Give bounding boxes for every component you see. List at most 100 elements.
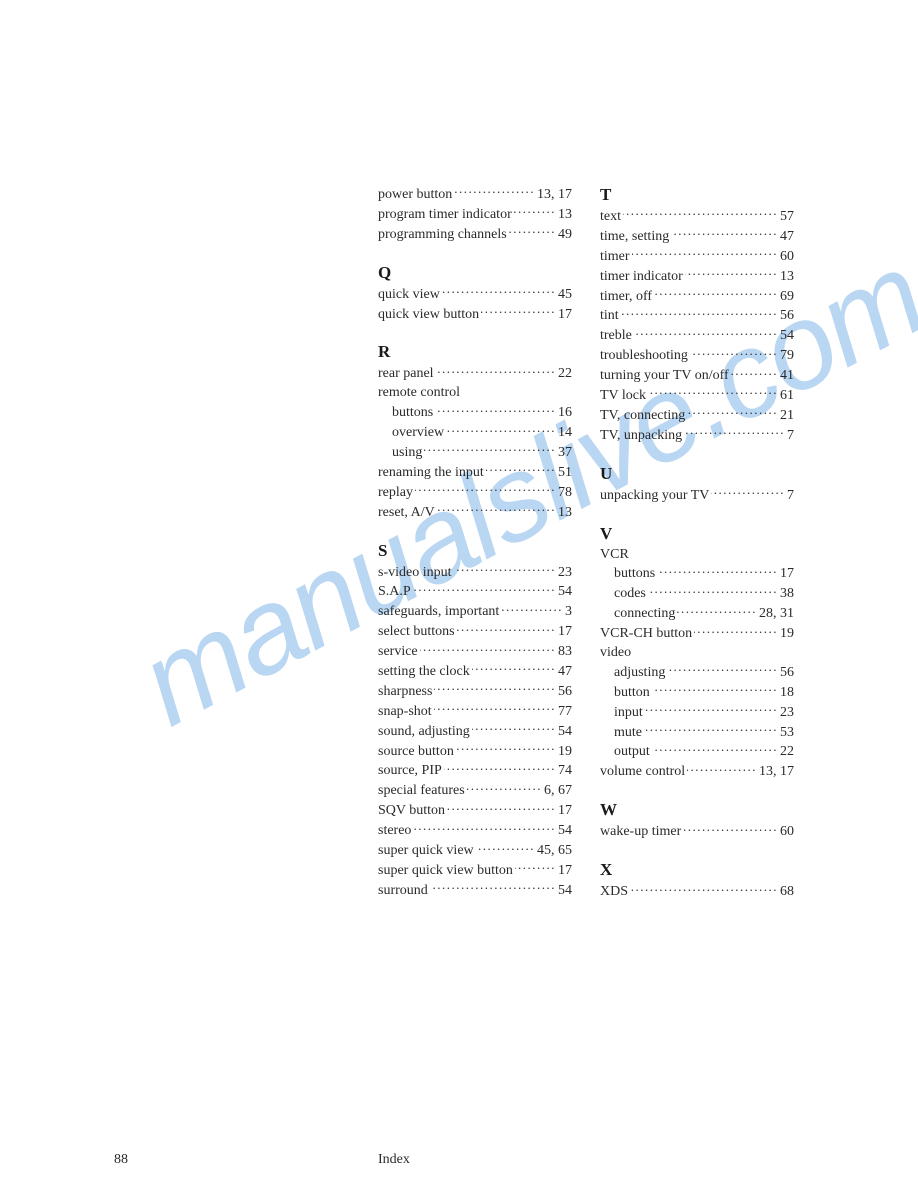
index-pages: 7 — [787, 487, 794, 506]
index-term: volume control — [600, 763, 685, 782]
leader-dots — [630, 882, 778, 895]
index-pages: 49 — [558, 226, 572, 245]
leader-dots — [476, 841, 535, 854]
section-heading: W — [600, 800, 794, 820]
index-entry: program timer indicator 13 — [378, 205, 572, 225]
index-term: text — [600, 208, 621, 227]
index-entry: text 57 — [600, 207, 794, 227]
index-pages: 23 — [558, 564, 572, 583]
index-entry: rear panel 22 — [378, 364, 572, 384]
index-entry: timer 60 — [600, 247, 794, 267]
index-pages: 78 — [558, 484, 572, 503]
index-entry: safeguards, important 3 — [378, 602, 572, 622]
index-entry: renaming the input 51 — [378, 463, 572, 483]
index-term: program timer indicator — [378, 206, 512, 225]
index-section: VVCRbuttons 17codes 38connecting 28, 31V… — [600, 524, 794, 783]
leader-dots — [424, 443, 556, 456]
index-term: timer, off — [600, 288, 652, 307]
index-entry: programming channels 49 — [378, 225, 572, 245]
leader-dots — [444, 761, 556, 774]
leader-dots — [472, 722, 556, 735]
leader-dots — [657, 564, 778, 577]
index-section: Uunpacking your TV 7 — [600, 464, 794, 506]
index-columns: power button 13, 17program timer indicat… — [378, 185, 794, 920]
index-term: surround — [378, 882, 428, 901]
leader-dots — [434, 682, 556, 695]
index-pages: 74 — [558, 762, 572, 781]
leader-dots — [442, 285, 556, 298]
index-term: XDS — [600, 883, 628, 902]
index-pages: 79 — [780, 347, 794, 366]
index-entry: snap-shot 77 — [378, 702, 572, 722]
index-term: sharpness — [378, 683, 432, 702]
index-entry: source, PIP 74 — [378, 761, 572, 781]
index-entry: surround 54 — [378, 881, 572, 901]
index-term: tint — [600, 307, 619, 326]
leader-dots — [434, 702, 556, 715]
leader-dots — [509, 225, 556, 238]
index-section: Qquick view 45quick view button 17 — [378, 263, 572, 325]
index-entry: overview 14 — [378, 423, 572, 443]
index-pages: 18 — [780, 684, 794, 703]
index-term: select buttons — [378, 623, 455, 642]
index-pages: 60 — [780, 823, 794, 842]
index-entry: power button 13, 17 — [378, 185, 572, 205]
leader-dots — [435, 403, 556, 416]
leader-dots — [456, 742, 556, 755]
section-heading: X — [600, 860, 794, 880]
leader-dots — [413, 821, 556, 834]
leader-dots — [654, 287, 778, 300]
section-heading: R — [378, 342, 572, 362]
index-pages: 22 — [780, 743, 794, 762]
index-entry: quick view button 17 — [378, 305, 572, 325]
leader-dots — [447, 801, 556, 814]
section-heading: U — [600, 464, 794, 484]
index-term: TV, connecting — [600, 407, 685, 426]
index-entry: select buttons 17 — [378, 622, 572, 642]
index-pages: 45, 65 — [537, 842, 572, 861]
index-entry: S.A.P 54 — [378, 582, 572, 602]
leader-dots — [644, 723, 778, 736]
index-term: reset, A/V — [378, 504, 435, 523]
index-term: quick view button — [378, 306, 479, 325]
leader-dots — [467, 781, 542, 794]
index-term: VCR-CH button — [600, 625, 692, 644]
index-entry: VCR — [600, 546, 794, 565]
index-entry: SQV button 17 — [378, 801, 572, 821]
index-pages: 47 — [780, 228, 794, 247]
index-pages: 13 — [558, 206, 572, 225]
leader-dots — [731, 366, 778, 379]
index-term: replay — [378, 484, 413, 503]
index-pages: 23 — [780, 704, 794, 723]
index-term: overview — [378, 424, 444, 443]
leader-dots — [486, 463, 556, 476]
index-entry: quick view 45 — [378, 285, 572, 305]
index-pages: 54 — [558, 583, 572, 602]
index-pages: 61 — [780, 387, 794, 406]
index-entry: source button 19 — [378, 742, 572, 762]
index-pages: 17 — [558, 623, 572, 642]
index-entry: treble 54 — [600, 326, 794, 346]
index-entry: TV lock 61 — [600, 386, 794, 406]
index-term: snap-shot — [378, 703, 432, 722]
index-entry: time, setting 47 — [600, 227, 794, 247]
index-term: output — [600, 743, 650, 762]
index-entry: remote control — [378, 384, 572, 403]
index-pages: 57 — [780, 208, 794, 227]
index-entry: stereo 54 — [378, 821, 572, 841]
leader-dots — [652, 742, 778, 755]
index-pages: 17 — [558, 306, 572, 325]
index-term: input — [600, 704, 643, 723]
index-entry: adjusting 56 — [600, 663, 794, 683]
index-pages: 17 — [780, 565, 794, 584]
index-term: super quick view button — [378, 862, 513, 881]
index-entry: video — [600, 644, 794, 663]
index-entry: troubleshooting 79 — [600, 346, 794, 366]
index-term: stereo — [378, 822, 411, 841]
index-entry: super quick view button 17 — [378, 861, 572, 881]
leader-dots — [457, 622, 556, 635]
leader-dots — [413, 582, 556, 595]
index-term: TV lock — [600, 387, 646, 406]
index-pages: 13, 17 — [759, 763, 794, 782]
index-pages: 77 — [558, 703, 572, 722]
